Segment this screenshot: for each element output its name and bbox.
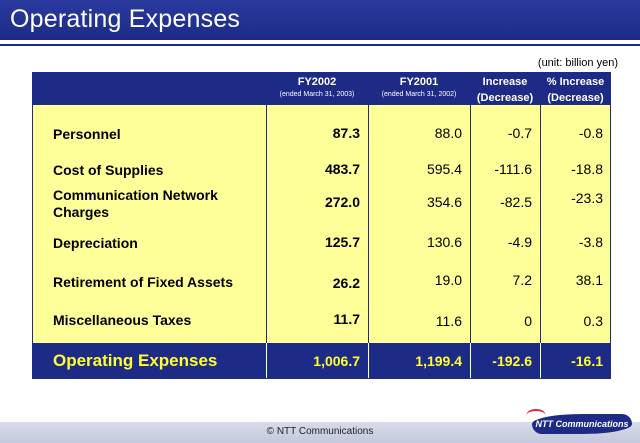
cell-pct-increase: -16.1 bbox=[571, 353, 603, 369]
title-divider-line bbox=[0, 44, 640, 46]
footer-bar bbox=[0, 422, 640, 443]
cell-fy2001: 88.0 bbox=[434, 125, 462, 141]
col-divider bbox=[266, 343, 267, 378]
cell-fy2001: 11.6 bbox=[435, 313, 462, 329]
row-label-depreciation: Depreciation bbox=[53, 235, 138, 251]
cell-fy2002: 87.3 bbox=[332, 125, 360, 141]
cell-fy2002: 1,006.7 bbox=[313, 353, 360, 369]
row-label-personnel: Personnel bbox=[53, 126, 121, 142]
cell-fy2002: 483.7 bbox=[324, 161, 360, 177]
cell-pct-increase: 0.3 bbox=[583, 313, 603, 329]
logo-swoosh-icon bbox=[526, 409, 546, 423]
col-divider bbox=[266, 73, 267, 343]
title-bar: Operating Expenses bbox=[0, 0, 640, 40]
total-row: Operating Expenses 1,006.7 1,199.4 -192.… bbox=[33, 343, 610, 378]
unit-note: (unit: billion yen) bbox=[537, 57, 618, 69]
cell-fy2001: 1,199.4 bbox=[415, 353, 462, 369]
cell-pct-increase: -0.8 bbox=[578, 125, 603, 141]
table-header: FY2002 (ended March 31, 2003) FY2001 (en… bbox=[33, 73, 610, 105]
col-divider bbox=[470, 343, 471, 378]
cell-increase: 7.2 bbox=[512, 272, 532, 288]
title-divider bbox=[0, 40, 640, 44]
col-divider bbox=[368, 73, 369, 343]
col-header-fy2001: FY2001 (ended March 31, 2002) bbox=[381, 76, 457, 98]
col-divider bbox=[368, 343, 369, 378]
col-divider bbox=[540, 343, 541, 378]
col-divider bbox=[470, 73, 471, 343]
cell-pct-increase: 38.1 bbox=[575, 272, 603, 288]
cell-increase: -111.6 bbox=[494, 161, 532, 177]
cell-fy2002: 26.2 bbox=[332, 275, 360, 291]
cell-increase: -82.5 bbox=[500, 194, 532, 210]
copyright: © NTT Communications bbox=[266, 426, 374, 437]
col-header-increase: Increase (Decrease) bbox=[476, 76, 534, 104]
cell-fy2001: 19.0 bbox=[434, 272, 462, 288]
cell-fy2002: 272.0 bbox=[324, 194, 360, 210]
col-header-fy2002: FY2002 (ended March 31, 2003) bbox=[279, 76, 355, 98]
row-label-operating-expenses: Operating Expenses bbox=[53, 351, 218, 370]
cell-fy2002: 11.7 bbox=[333, 311, 360, 327]
row-label-cost-of-supplies: Cost of Supplies bbox=[53, 162, 164, 178]
cell-fy2001: 354.6 bbox=[426, 194, 462, 210]
cell-increase: 0 bbox=[524, 313, 532, 329]
col-header-pct-increase: % Increase (Decrease) bbox=[546, 76, 605, 104]
cell-fy2002: 125.7 bbox=[324, 234, 360, 250]
cell-increase: -0.7 bbox=[507, 125, 532, 141]
cell-pct-increase: -18.8 bbox=[571, 161, 603, 177]
cell-increase: -4.9 bbox=[507, 234, 532, 250]
ntt-communications-logo: NTT Communications bbox=[526, 409, 632, 434]
row-label-miscellaneous-taxes: Miscellaneous Taxes bbox=[53, 312, 192, 328]
cell-pct-increase: -23.3 bbox=[571, 190, 603, 206]
col-divider bbox=[540, 73, 541, 343]
cell-fy2001: 130.6 bbox=[426, 234, 462, 250]
row-label-communication-network-charges: Communication Network Charges bbox=[53, 187, 218, 220]
page-title: Operating Expenses bbox=[10, 5, 241, 33]
cell-fy2001: 595.4 bbox=[426, 161, 462, 177]
expenses-table: FY2002 (ended March 31, 2003) FY2001 (en… bbox=[32, 72, 611, 379]
cell-pct-increase: -3.8 bbox=[578, 234, 603, 250]
cell-increase: -192.6 bbox=[492, 353, 532, 369]
row-label-retirement-of-fixed-assets: Retirement of Fixed Assets bbox=[53, 274, 233, 290]
